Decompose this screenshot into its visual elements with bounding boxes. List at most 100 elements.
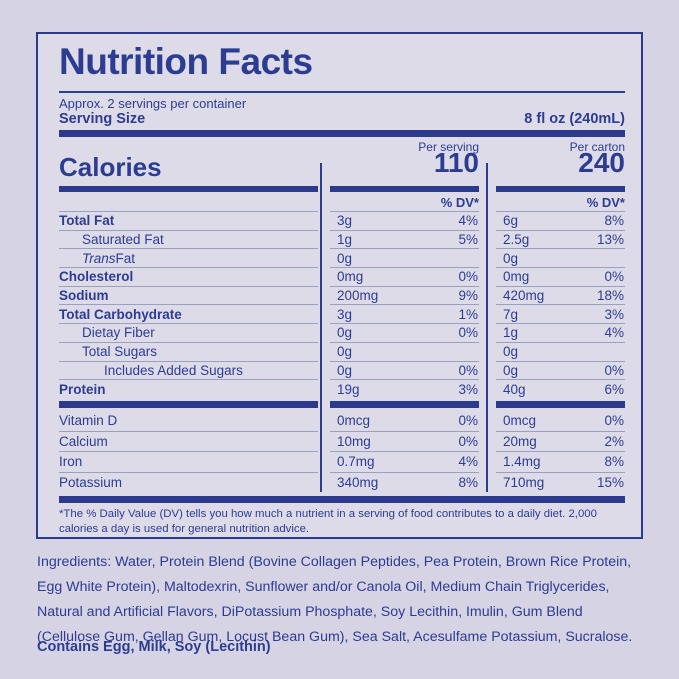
servings-per-container: Approx. 2 servings per container — [59, 96, 247, 111]
column-gap — [479, 324, 496, 343]
per-carton-cell: 0g 0% — [496, 362, 625, 381]
serving-size-value: 8 fl oz (240mL) — [524, 111, 625, 127]
per-serving-amount: 10mg — [337, 433, 371, 449]
per-carton-dv: 3% — [604, 306, 624, 322]
calories-per-serving: 110 — [433, 147, 479, 178]
table-row: Protein 19g 3% 40g 6% — [59, 380, 625, 399]
table-row: Potassium 340mg 8% 710mg 15% — [59, 473, 625, 494]
allergen-contains-text: Contains Egg, Milk, Soy (Lecithin) — [37, 639, 271, 655]
table-row: Sodium 200mg 9% 420mg 18% — [59, 287, 625, 306]
serving-size-row: Serving Size 8 fl oz (240mL) — [59, 111, 625, 127]
per-serving-amount: 0g — [337, 250, 353, 266]
per-serving-cell: 3g 4% — [330, 212, 479, 231]
ingredients-text: Ingredients: Water, Protein Blend (Bovin… — [37, 554, 633, 645]
per-serving-column-label: Per serving — [418, 140, 479, 154]
header-underline-col1 — [59, 211, 318, 212]
column-gap — [479, 231, 496, 250]
column-gap — [479, 249, 496, 268]
per-carton-dv: 0% — [604, 362, 624, 378]
column-gap — [479, 432, 496, 453]
dv-header-carton: % DV* — [586, 195, 625, 210]
per-carton-dv: 0% — [604, 269, 624, 285]
table-row: Trans Fat 0g 0g — [59, 249, 625, 269]
per-serving-cell: 0mcg 0% — [330, 411, 479, 432]
column-gap — [479, 212, 496, 231]
nutrient-name: Iron — [59, 452, 318, 473]
per-carton-cell: 0mg 0% — [496, 268, 625, 287]
per-carton-cell: 0mcg 0% — [496, 411, 625, 432]
per-serving-dv: 0% — [458, 269, 478, 285]
per-serving-dv: 9% — [458, 288, 478, 304]
dv-header-serving: % DV* — [440, 195, 479, 210]
per-serving-dv: 0% — [458, 325, 478, 341]
per-carton-amount: 1g — [503, 325, 519, 341]
per-serving-amount: 0g — [337, 325, 353, 341]
per-carton-cell: 20mg 2% — [496, 432, 625, 452]
per-carton-amount: 2.5g — [503, 232, 530, 248]
per-carton-amount: 0mcg — [503, 413, 537, 429]
calories-per-carton: 240 — [578, 147, 625, 178]
nutrient-name: Total Fat — [59, 212, 318, 231]
nutrient-name: Cholesterol — [59, 268, 318, 287]
nutrient-name: Saturated Fat — [59, 231, 318, 250]
per-carton-amount: 420mg — [503, 288, 545, 304]
table-row: Total Sugars 0g 0g — [59, 343, 625, 362]
per-carton-dv: 15% — [596, 475, 624, 491]
column-gap — [479, 305, 496, 324]
per-carton-cell: 1.4mg 8% — [496, 452, 625, 473]
nutrient-table: Total Fat 3g 4% 6g 8% Saturated Fat 1g 5… — [59, 212, 625, 399]
nutrient-name: Protein — [59, 382, 106, 398]
serving-size-label: Serving Size — [59, 111, 146, 127]
table-row: Iron 0.7mg 4% 1.4mg 8% — [59, 452, 625, 473]
per-carton-amount: 0g — [503, 362, 519, 378]
per-serving-dv: 5% — [458, 232, 478, 248]
per-carton-amount: 0g — [503, 344, 519, 360]
column-gap — [479, 287, 496, 306]
table-row: Calcium 10mg 0% 20mg 2% — [59, 432, 625, 453]
nutrient-name: Includes Added Sugars — [59, 362, 318, 381]
per-carton-column-label: Per carton — [569, 140, 625, 154]
header-underline-col3 — [496, 211, 625, 212]
nutrient-name: Sodium — [59, 287, 318, 306]
table-row: Saturated Fat 1g 5% 2.5g 13% — [59, 231, 625, 250]
mineral-table: Vitamin D 0mcg 0% 0mcg 0% Calcium 10mg 0… — [59, 411, 625, 493]
per-carton-amount: 0mg — [503, 269, 530, 285]
nutrient-name: Trans Fat — [59, 249, 318, 269]
per-carton-cell: 40g 6% — [496, 380, 625, 399]
per-carton-amount: 20mg — [503, 433, 537, 449]
nutrient-name: Potassium — [59, 475, 123, 491]
per-carton-amount: 0g — [503, 250, 519, 266]
per-carton-amount: 6g — [503, 213, 519, 229]
column-gap — [479, 411, 496, 432]
per-carton-dv: 8% — [604, 213, 624, 229]
per-serving-cell: 340mg 8% — [330, 473, 479, 494]
thick-divider-protein-col3 — [496, 401, 625, 408]
per-carton-dv: 13% — [596, 232, 624, 248]
per-carton-cell: 0g — [496, 343, 625, 362]
per-serving-cell: 0g — [330, 249, 479, 269]
per-carton-dv: 18% — [596, 288, 624, 304]
per-serving-amount: 19g — [337, 382, 360, 398]
calories-label: Calories — [59, 152, 162, 182]
per-serving-amount: 0g — [337, 362, 353, 378]
nutrient-name: Dietay Fiber — [59, 324, 318, 343]
thick-divider-calories-col1 — [59, 186, 318, 192]
per-serving-cell: 0g 0% — [330, 324, 479, 343]
nutrition-facts-title: Nutrition Facts — [59, 41, 313, 82]
per-carton-amount: 40g — [503, 382, 526, 398]
per-carton-amount: 710mg — [503, 475, 545, 491]
table-row: Dietay Fiber 0g 0% 1g 4% — [59, 324, 625, 343]
per-serving-cell: 19g 3% — [330, 380, 479, 399]
per-serving-amount: 0mcg — [337, 413, 371, 429]
thick-divider-top — [59, 130, 625, 137]
per-serving-cell: 10mg 0% — [330, 432, 479, 452]
nutrition-facts-panel: Nutrition Facts Approx. 2 servings per c… — [36, 32, 643, 539]
per-carton-dv: 2% — [604, 433, 624, 449]
per-serving-amount: 200mg — [337, 288, 379, 304]
per-carton-dv: 8% — [604, 454, 624, 470]
per-carton-amount: 1.4mg — [503, 454, 541, 470]
nutrient-name: Total Sugars — [59, 343, 318, 362]
title-divider — [59, 91, 625, 93]
table-row: Cholesterol 0mg 0% 0mg 0% — [59, 268, 625, 287]
